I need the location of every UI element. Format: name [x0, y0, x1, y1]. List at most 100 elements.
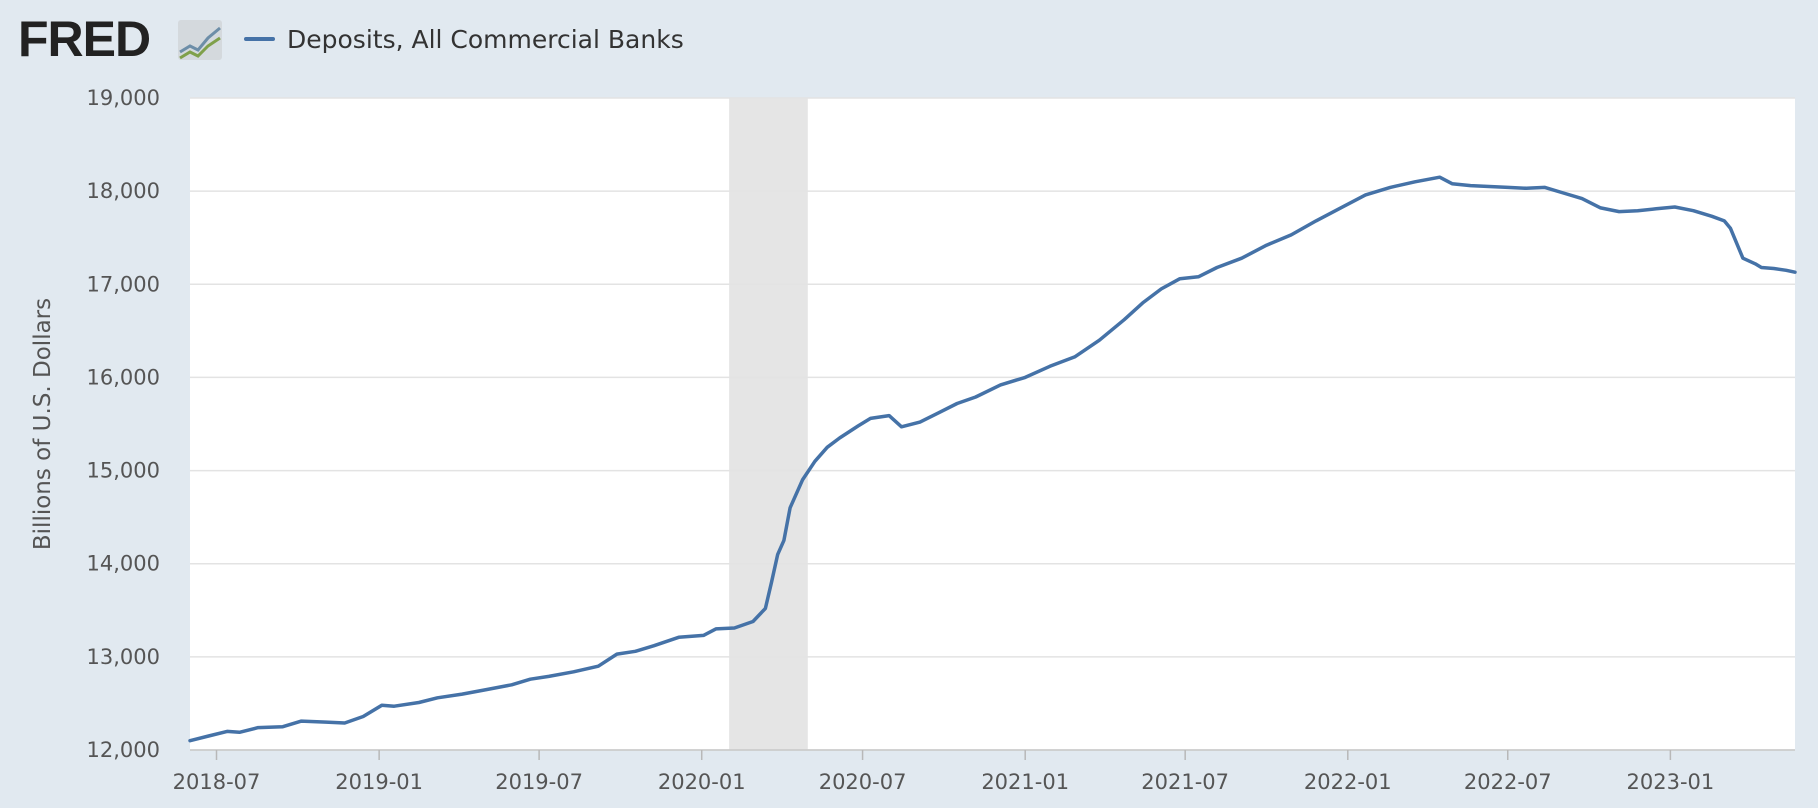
data-point	[813, 459, 817, 463]
chart-header: FRED Deposits, All Commercial Banks	[0, 0, 1818, 80]
x-tick-label: 2022-07	[1464, 770, 1552, 794]
data-point	[1438, 175, 1442, 179]
data-point	[1654, 207, 1658, 211]
data-point	[937, 411, 941, 415]
x-axis: 2018-07 2019-01 2019-07 2020-01 2020-07 2021-…	[173, 749, 1795, 794]
data-point	[955, 402, 959, 406]
data-point	[869, 416, 873, 420]
y-tick-label: 16,000	[87, 365, 160, 389]
x-tick-label: 2022-01	[1304, 770, 1392, 794]
data-point	[417, 700, 421, 704]
y-tick-label: 12,000	[87, 738, 160, 762]
x-tick-label: 2020-07	[819, 770, 907, 794]
data-point	[974, 395, 978, 399]
y-tick-label: 17,000	[87, 272, 160, 296]
data-point	[1599, 206, 1603, 210]
data-point	[782, 538, 786, 542]
data-point	[256, 726, 260, 730]
x-tick-label: 2020-01	[658, 770, 746, 794]
plot-background	[190, 98, 1795, 750]
data-point	[460, 692, 464, 696]
data-point	[1722, 219, 1726, 223]
data-point	[652, 644, 656, 648]
data-point	[751, 619, 755, 623]
data-point	[838, 436, 842, 440]
data-point	[1413, 180, 1417, 184]
x-tick-label: 2018-07	[173, 770, 261, 794]
data-point	[887, 414, 891, 418]
data-point	[1784, 268, 1788, 272]
x-tick-label: 2019-01	[335, 770, 423, 794]
data-point	[1710, 214, 1714, 218]
legend-swatch	[244, 37, 275, 41]
data-point	[343, 721, 347, 725]
data-point	[732, 626, 736, 630]
data-point	[788, 506, 792, 510]
data-point	[1264, 243, 1268, 247]
data-point	[1023, 375, 1027, 379]
series-line[interactable]	[188, 175, 1797, 743]
data-point	[1636, 209, 1640, 213]
data-point	[1048, 364, 1052, 368]
data-point	[776, 552, 780, 556]
y-tick-label: 19,000	[87, 86, 160, 110]
data-point	[572, 670, 576, 674]
data-point	[1363, 193, 1367, 197]
recession-band	[729, 98, 808, 750]
data-point	[1793, 270, 1797, 274]
chart-icon	[178, 20, 222, 60]
data-point	[770, 580, 774, 584]
y-axis: 12,000 13,000 14,000 15,000 16,000 17,000 18,0…	[87, 86, 160, 762]
data-point	[1122, 318, 1126, 322]
data-point	[1741, 256, 1745, 260]
data-point	[324, 720, 328, 724]
data-point	[1753, 262, 1757, 266]
data-point	[380, 703, 384, 707]
data-point	[763, 606, 767, 610]
data-point	[615, 652, 619, 656]
data-point	[1487, 184, 1491, 188]
data-point	[1178, 277, 1182, 281]
data-point	[1141, 301, 1145, 305]
data-point	[1159, 287, 1163, 291]
data-point	[1388, 185, 1392, 189]
data-point	[207, 734, 211, 738]
data-point	[899, 425, 903, 429]
data-point	[188, 739, 192, 743]
data-point	[714, 627, 718, 631]
data-point	[1580, 197, 1584, 201]
y-tick-label: 15,000	[87, 459, 160, 483]
y-tick-label: 18,000	[87, 179, 160, 203]
data-point	[800, 478, 804, 482]
data-point	[1196, 275, 1200, 279]
y-tick-label: 13,000	[87, 645, 160, 669]
fred-logo[interactable]: FRED	[18, 14, 228, 66]
data-point	[1524, 186, 1528, 190]
y-tick-label: 14,000	[87, 552, 160, 576]
data-point	[1097, 338, 1101, 342]
data-point	[918, 420, 922, 424]
data-point	[825, 445, 829, 449]
data-point	[701, 633, 705, 637]
data-point	[547, 674, 551, 678]
x-tick-label: 2019-07	[495, 770, 583, 794]
data-point	[1073, 355, 1077, 359]
data-point	[1561, 191, 1565, 195]
data-point	[225, 729, 229, 733]
data-point	[510, 683, 514, 687]
data-point	[1339, 206, 1343, 210]
x-tick-label: 2021-01	[981, 770, 1069, 794]
legend-series-label: Deposits, All Commercial Banks	[287, 24, 684, 54]
data-point	[435, 696, 439, 700]
data-point	[856, 424, 860, 428]
data-point	[1772, 266, 1776, 270]
data-point	[633, 649, 637, 653]
data-point	[1617, 210, 1621, 214]
data-point	[1673, 205, 1677, 209]
data-point	[485, 687, 489, 691]
data-point	[596, 664, 600, 668]
y-axis-title: Billions of U.S. Dollars	[30, 298, 56, 550]
data-point	[1450, 182, 1454, 186]
data-point	[237, 730, 241, 734]
